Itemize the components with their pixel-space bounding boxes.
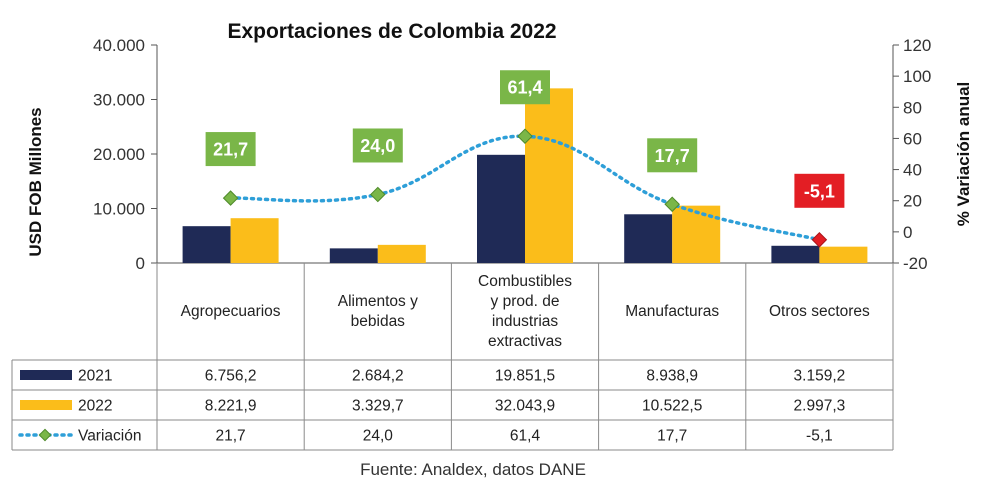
- variation-data-label: -5,1: [804, 181, 835, 201]
- y2-tick-label: 120: [903, 36, 931, 55]
- legend-label: 2021: [78, 368, 112, 385]
- legend-label: 2022: [78, 398, 112, 415]
- y-tick-label: 30.000: [93, 91, 145, 110]
- category-label: Otros sectores: [769, 303, 870, 320]
- bar-2021: [771, 245, 820, 263]
- table-cell-value: 3.159,2: [794, 368, 846, 385]
- y2-tick-label: 0: [903, 223, 912, 242]
- category-label: Manufacturas: [625, 303, 719, 320]
- source-note: Fuente: Analdex, datos DANE: [360, 460, 586, 479]
- category-label: y prod. de: [491, 293, 560, 310]
- variation-data-label: 17,7: [655, 146, 690, 166]
- y-tick-label: 20.000: [93, 145, 145, 164]
- variation-marker: [664, 196, 680, 213]
- chart-title: Exportaciones de Colombia 2022: [227, 20, 556, 43]
- y2-axis-title: % Variación anual: [954, 82, 973, 227]
- category-label: bebidas: [351, 313, 406, 330]
- bar-2022: [377, 244, 426, 263]
- variation-data-label-box: [352, 128, 403, 163]
- y2-tick-label: 20: [903, 192, 922, 211]
- y2-tick-label: 80: [903, 98, 922, 117]
- legend-key-marker: [38, 428, 52, 442]
- legend-label: Variación: [78, 428, 141, 445]
- variation-marker: [517, 128, 533, 145]
- table-cell-value: 61,4: [510, 428, 541, 445]
- y2-tick-label: 100: [903, 67, 931, 86]
- y-tick-label: 0: [136, 254, 145, 273]
- variation-data-label: 21,7: [213, 140, 248, 160]
- plot-area: 0 10.000 20.000 30.000 40.000 -20 0 20 40 60 80 100…: [11, 36, 931, 451]
- variation-data-label-box: [794, 173, 845, 208]
- table-cell-value: -5,1: [806, 428, 833, 445]
- category-label: Agropecuarios: [181, 303, 281, 320]
- variation-marker: [811, 232, 828, 248]
- category-label: extractivas: [488, 333, 562, 350]
- bar-2022: [230, 218, 279, 263]
- variation-marker: [222, 190, 239, 206]
- table-cell-value: 17,7: [657, 428, 687, 445]
- y2-tick-label: -20: [903, 254, 928, 273]
- table-cell-value: 8.221,9: [205, 398, 257, 415]
- table-cell-value: 8.938,9: [646, 368, 698, 385]
- table-cell-value: 6.756,2: [205, 368, 257, 385]
- y-tick-label: 10.000: [93, 200, 145, 219]
- category-label: Combustibles: [478, 273, 572, 290]
- bar-2022: [672, 205, 721, 263]
- variation-data-label-box: [500, 70, 550, 105]
- bar-2021: [624, 214, 673, 263]
- y2-tick-label: 60: [903, 129, 922, 148]
- legend-key-2021: [20, 370, 72, 380]
- bar-2022: [525, 88, 573, 263]
- bar-2021: [182, 226, 231, 263]
- table-cell-value: 24,0: [363, 428, 394, 445]
- bar-2022: [819, 246, 868, 263]
- category-label: industrias: [492, 313, 559, 330]
- table-cell-value: 21,7: [216, 428, 246, 445]
- y-tick-label: 40.000: [93, 36, 145, 55]
- variation-data-label-box: [205, 132, 256, 167]
- table-cell-value: 2.997,3: [794, 398, 846, 415]
- legend-key-2022: [20, 400, 72, 410]
- variation-data-label: 61,4: [507, 78, 542, 98]
- y-axis-title: USD FOB Millones: [26, 107, 45, 256]
- variation-data-label: 24,0: [360, 136, 395, 156]
- table-cell-value: 19.851,5: [495, 368, 555, 385]
- category-label: Alimentos y: [338, 293, 418, 310]
- y2-tick-label: 40: [903, 161, 922, 180]
- bar-2021: [329, 248, 378, 263]
- table-cell-value: 2.684,2: [352, 368, 404, 385]
- table-cell-value: 3.329,7: [352, 398, 404, 415]
- variation-data-label-box: [647, 138, 698, 173]
- bar-2021: [477, 154, 525, 263]
- table-cell-value: 32.043,9: [495, 398, 555, 415]
- table-cell-value: 10.522,5: [642, 398, 702, 415]
- variation-marker: [370, 186, 386, 203]
